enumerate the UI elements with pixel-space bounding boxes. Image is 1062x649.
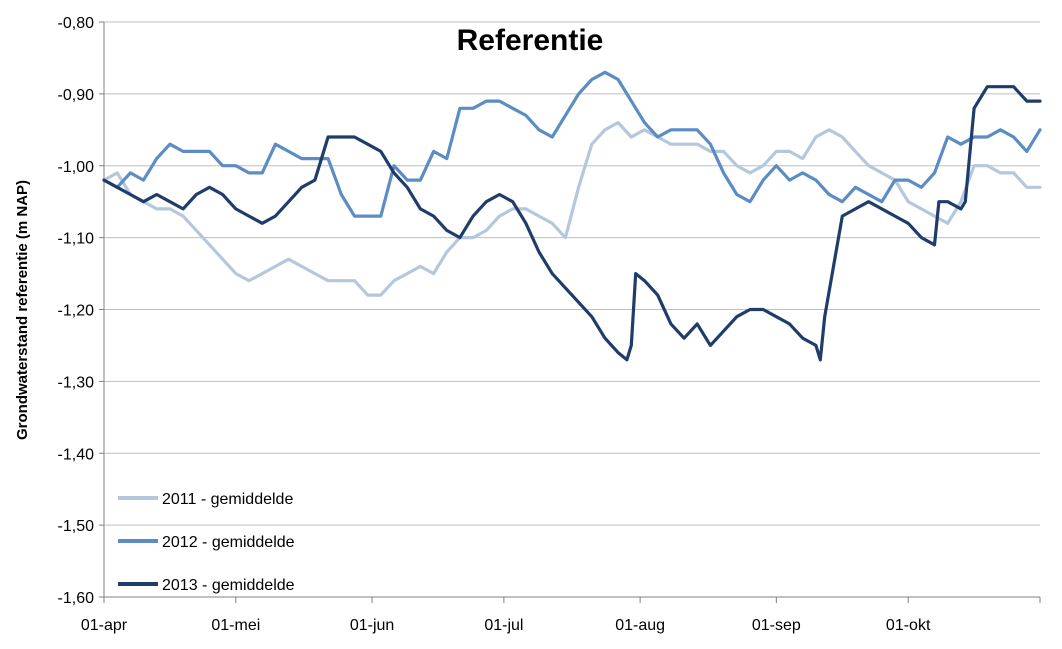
series-line-3 (102, 85, 1042, 362)
x-tick-label: 01-mei (211, 617, 260, 634)
axes (99, 21, 1041, 603)
y-tick-label: -1,10 (58, 231, 95, 248)
y-tick-label: -1,00 (58, 159, 95, 176)
series-lines (102, 70, 1042, 362)
x-tick-label: 01-apr (81, 617, 128, 634)
gridlines (104, 21, 1040, 526)
y-tick-label: -1,30 (58, 374, 95, 391)
x-tick-label: 01-sep (752, 617, 801, 634)
y-tick-label: -0,80 (58, 15, 95, 32)
series-line-1 (102, 121, 1042, 297)
y-tick-label: -1,20 (58, 303, 95, 320)
y-tick-label: -0,90 (58, 87, 95, 104)
chart-title: Referentie (457, 24, 604, 57)
y-tick-label: -1,50 (58, 518, 95, 535)
x-tick-label: 01-aug (615, 617, 665, 634)
y-tick-label: -1,60 (58, 590, 95, 607)
legend: 2011 - gemiddelde 2012 - gemiddelde 2013 -… (118, 491, 295, 594)
legend-label: 2012 - gemiddelde (162, 534, 295, 551)
x-tick-label: 01-jun (350, 617, 394, 634)
x-tick-label: 01-okt (886, 617, 931, 634)
x-tick-label: 01-jul (484, 617, 523, 634)
y-tick-labels: -0,80 -0,90 -1,00 -1,10 -1,20 -1,30 -1,40 -1,50… (58, 15, 95, 607)
series-line-2 (102, 70, 1042, 218)
legend-label: 2013 - gemiddelde (162, 577, 295, 594)
x-tick-labels: 01-apr 01-mei 01-jun 01-jul 01-aug 01-sep 01-o… (81, 617, 931, 634)
legend-label: 2011 - gemiddelde (162, 491, 293, 508)
y-axis-title: Grondwaterstand referentie (m NAP) (14, 180, 31, 440)
y-tick-label: -1,40 (58, 446, 95, 463)
